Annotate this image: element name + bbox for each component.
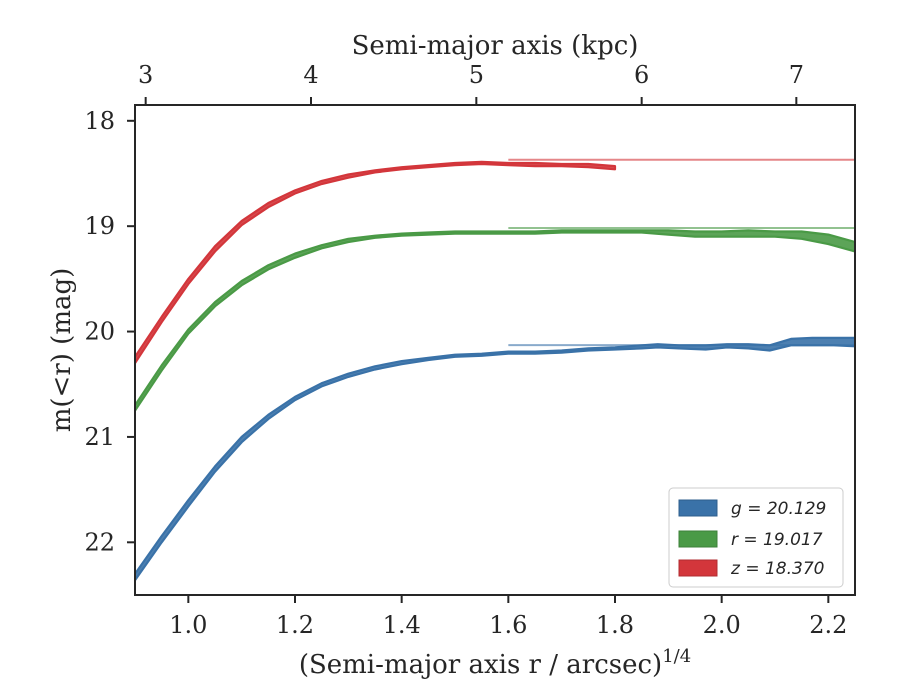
series-layer [135,158,855,582]
top-x-tick-label: 7 [789,61,804,89]
series-band-g [135,336,855,582]
legend-label-z: z = 18.370 [730,559,824,579]
x-tick-label: 2.0 [703,611,741,639]
y-axis-title: m(<r) (mag) [47,268,77,433]
top-x-tick-label: 5 [469,61,484,89]
y-tick-label: 19 [84,212,115,240]
y-tick-label: 20 [84,318,115,346]
y-tick-label: 18 [84,107,115,135]
top-x-tick-label: 4 [303,61,318,89]
series-band-r [135,229,855,412]
legend-label-r: r = 19.017 [731,530,823,550]
ticks-layer: 1.0 1.2 1.4 1.6 1.8 2.0 2.2 18 19 20 21 22 3 4 5 6 7 [84,61,847,639]
axes-frame [134,104,856,596]
x-axis-title: (Semi-major axis r / arcsec)1/4 [299,646,691,680]
top-x-axis-title: Semi-major axis (kpc) [352,31,639,61]
x-tick-label: 1.2 [276,611,314,639]
x-axis-title-text: (Semi-major axis r / arcsec) [299,650,662,680]
x-axis-title-exponent: 1/4 [662,646,691,667]
x-tick-label: 1.0 [169,611,207,639]
x-tick-label: 1.4 [383,611,421,639]
x-tick-label: 1.8 [596,611,634,639]
series-band-z [135,160,617,365]
legend-swatch-r [678,530,718,548]
x-tick-label: 1.6 [489,611,527,639]
y-tick-label: 21 [84,423,115,451]
legend-label-g: g = 20.129 [731,499,826,519]
legend-swatch-z [678,559,718,577]
top-x-tick-label: 3 [138,61,153,89]
legend: g = 20.129 r = 19.017 z = 18.370 [668,487,844,588]
top-x-tick-label: 6 [634,61,649,89]
x-tick-label: 2.2 [809,611,847,639]
legend-swatch-g [678,499,718,517]
y-tick-label: 22 [84,528,115,556]
